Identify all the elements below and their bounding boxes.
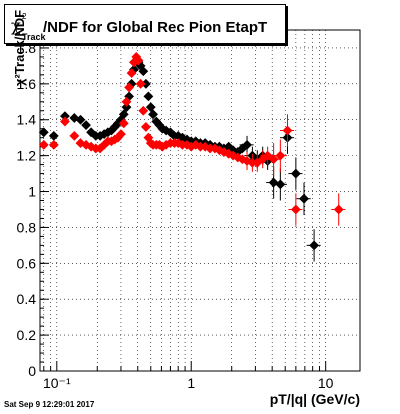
- data-point-black: [121, 102, 132, 113]
- x-axis-label: pT/|q| (GeV/c): [269, 391, 360, 407]
- timestamp: Sat Sep 9 12:29:01 2017: [4, 400, 95, 409]
- y-tick-label: 0: [28, 363, 36, 379]
- data-point-black: [275, 179, 286, 190]
- data-point-red: [69, 130, 80, 141]
- data-point-black: [69, 113, 80, 123]
- data-point-red: [282, 125, 293, 136]
- y-axis-label: χ²Track/NDF: [12, 9, 27, 86]
- data-point-black: [38, 127, 49, 138]
- data-point-black: [75, 114, 86, 125]
- data-point-red: [135, 78, 146, 89]
- data-point-red: [140, 122, 151, 132]
- y-tick-label: 1: [28, 184, 36, 200]
- data-point-red: [133, 55, 144, 66]
- y-tick-label: 1.2: [17, 148, 37, 164]
- data-point-red: [126, 68, 137, 78]
- y-tick-label: 0.2: [17, 327, 37, 343]
- y-tick-label: 0.4: [17, 291, 37, 307]
- chart-title-box: χ 2 Track /NDF for Global Rec Pion EtapT: [4, 4, 286, 44]
- data-point-red: [290, 204, 301, 215]
- data-point-red: [75, 138, 86, 148]
- data-point-black: [242, 139, 252, 150]
- data-point-red: [48, 139, 59, 150]
- data-point-black: [148, 109, 158, 120]
- data-point-black: [299, 193, 309, 204]
- data-point-black: [81, 120, 91, 131]
- data-point-red: [124, 82, 135, 93]
- data-point-red: [116, 129, 126, 140]
- title-superscript: 2: [22, 12, 27, 21]
- y-tick-label: 0.6: [17, 255, 37, 271]
- data-point-black: [138, 66, 149, 77]
- data-point-black: [145, 102, 156, 113]
- x-tick-label: 1: [187, 375, 195, 391]
- x-tick-label: 10⁻¹: [43, 375, 71, 391]
- data-point-red: [262, 150, 273, 161]
- data-point-red: [118, 118, 129, 129]
- data-point-red: [38, 139, 49, 150]
- data-point-black: [309, 240, 320, 251]
- data-point-red: [86, 141, 97, 152]
- chart-title: /NDF for Global Rec Pion EtapT: [43, 19, 268, 36]
- data-point-red: [190, 139, 201, 150]
- data-point-red: [121, 96, 132, 107]
- data-point-black: [143, 91, 154, 102]
- data-point-red: [333, 204, 344, 215]
- data-point-red: [138, 105, 149, 116]
- data-point-red: [275, 150, 286, 161]
- plot-frame: [39, 29, 361, 372]
- y-axis-label-wrap: χ²Track/NDF: [2, 10, 27, 146]
- x-tick-label: 10: [318, 375, 334, 391]
- y-tick-label: 1.6: [17, 76, 37, 92]
- data-point-red: [219, 147, 229, 157]
- y-tick-label: 0.8: [17, 219, 37, 235]
- data-point-red: [268, 154, 279, 165]
- title-subscript: Track: [22, 32, 46, 42]
- data-point-black: [290, 168, 301, 179]
- data-point-red: [60, 116, 70, 127]
- y-tick-label: 1.4: [17, 112, 37, 128]
- title-chi-symbol: χ: [11, 16, 21, 35]
- data-point-red: [81, 139, 91, 150]
